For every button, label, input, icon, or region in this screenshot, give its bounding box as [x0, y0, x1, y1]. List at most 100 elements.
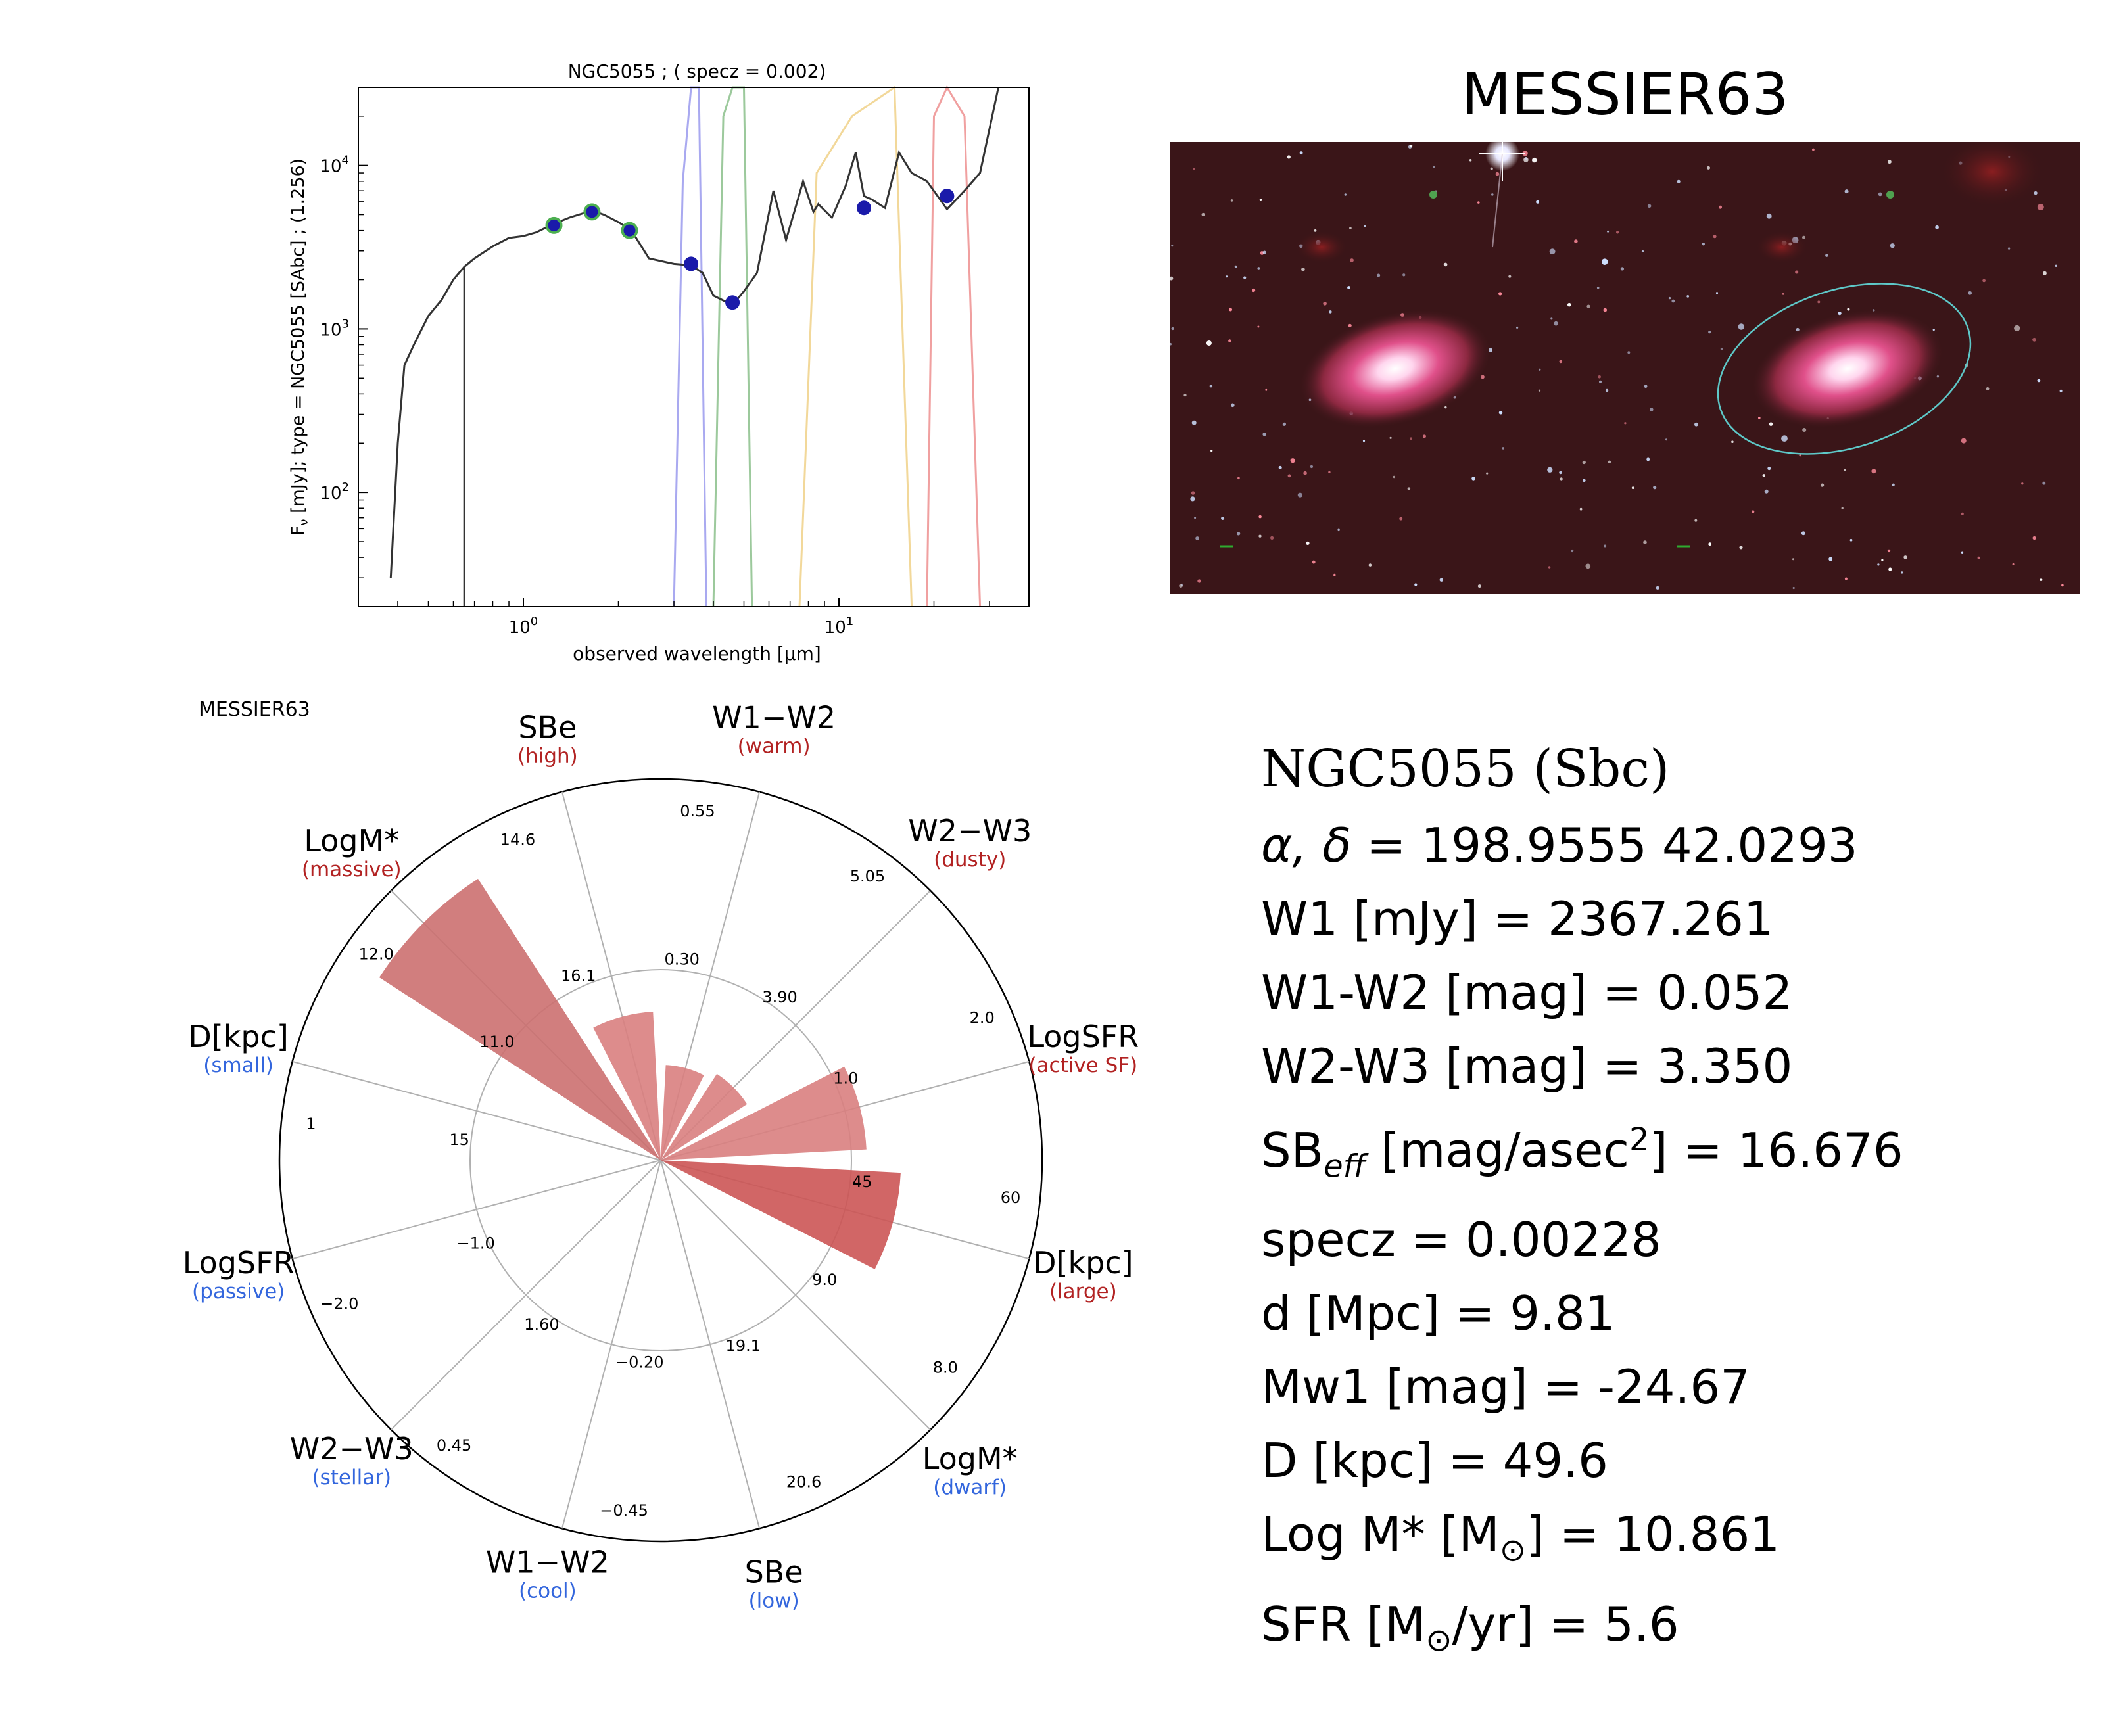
star-point [1410, 145, 1413, 147]
star-point [1795, 270, 1799, 274]
star-point [2012, 563, 2015, 565]
polar-axis-qualifier: (warm) [738, 735, 811, 759]
star-point [1262, 250, 1266, 254]
template-spectrum-line [389, 87, 999, 578]
star-point [1270, 536, 1274, 540]
sed-ylabel-rest: [mJy]; type = NGC5055 [SAbc] ; (1.256) [288, 158, 308, 519]
polar-wedge [379, 878, 661, 1160]
polar-wedge [661, 1073, 748, 1160]
star-point [1344, 193, 1347, 196]
polar-axis-qualifier: (stellar) [312, 1466, 392, 1490]
star-point [1653, 486, 1657, 490]
sfr-value: /yr] = 5.6 [1452, 1596, 1679, 1652]
star-point [1299, 151, 1303, 155]
star-point [2042, 271, 2047, 275]
star-point [1287, 474, 1291, 478]
star-point [1532, 157, 1537, 163]
star-point [1257, 267, 1260, 270]
photometry-point [621, 222, 638, 239]
polar-spoke [660, 1160, 931, 1430]
star-point [1802, 428, 1807, 432]
star-point [2059, 389, 2063, 392]
sb-prefix: SB [1261, 1123, 1324, 1178]
star-point [1887, 549, 1891, 553]
polar-outer-tick: −2.0 [320, 1295, 358, 1313]
star-point [1782, 293, 1784, 295]
star-point [1961, 512, 1964, 515]
photometry-point [940, 189, 955, 204]
star-point [1656, 586, 1659, 590]
star-point [1368, 563, 1372, 567]
star-point [1171, 245, 1174, 247]
star-point [1237, 477, 1240, 480]
sed-xtick-label: 100 [509, 615, 538, 638]
specz-row: specz = 0.00228 [1261, 1212, 1661, 1268]
star-point [2055, 264, 2057, 267]
star-point [1586, 304, 1590, 308]
star-point [1677, 179, 1681, 183]
star-point [1226, 275, 1228, 278]
star-point [1303, 471, 1307, 475]
star-point [1828, 557, 1833, 561]
sb-suffix: ] = 16.676 [1649, 1123, 1903, 1178]
star-point [1362, 440, 1366, 442]
star-point [2061, 584, 2064, 587]
star-point [1792, 586, 1795, 590]
star-point [1881, 559, 1884, 561]
star-point [1364, 225, 1366, 227]
polar-axis-qualifier: (dwarf) [933, 1476, 1007, 1499]
star-point [1631, 486, 1634, 490]
star-point [1490, 167, 1493, 170]
star-point [1310, 465, 1314, 469]
star-point [1201, 212, 1205, 216]
polar-inner-ring [469, 969, 852, 1351]
polar-inner-tick: −0.20 [615, 1353, 664, 1371]
polar-spoke [391, 1160, 661, 1430]
red-artifact [1755, 231, 1808, 264]
star-point [1312, 560, 1316, 564]
star-point [1616, 231, 1619, 234]
polar-outer-tick: 8.0 [933, 1358, 958, 1376]
star-point [1349, 227, 1352, 229]
star-point [1901, 571, 1903, 574]
coords-value: = 198.9555 42.0293 [1351, 818, 1858, 873]
star-point [1183, 394, 1187, 397]
star-point [1801, 531, 1805, 536]
polar-outer-tick: 20.6 [786, 1473, 821, 1491]
star-point [1477, 584, 1481, 588]
star-point [1548, 566, 1551, 569]
star-point [1720, 348, 1723, 350]
star-point [1762, 474, 1765, 477]
star-point [1758, 417, 1761, 419]
star-point [1230, 199, 1233, 202]
star-point [1190, 496, 1195, 502]
star-point [1849, 538, 1853, 542]
polar-inner-tick: 16.1 [561, 967, 596, 985]
photometry-point [545, 216, 563, 234]
star-point [1604, 544, 1607, 548]
sed-title: NGC5055 ; ( specz = 0.002) [568, 60, 826, 82]
star-point [1598, 375, 1601, 379]
polar-axis-label: W1−W2 [712, 700, 836, 736]
polar-axis-label: LogSFR [1027, 1019, 1139, 1054]
star-point [1439, 578, 1443, 582]
sed-ytick-label: 104 [320, 154, 349, 177]
star-point [1350, 258, 1354, 262]
star-point [1596, 286, 1600, 289]
green-source [1429, 191, 1437, 199]
star-point [1333, 573, 1336, 576]
star-point [1170, 342, 1172, 346]
star-point [1547, 467, 1553, 473]
sb-sub: eff [1324, 1148, 1366, 1185]
star-point [1262, 433, 1266, 436]
star-point [1624, 422, 1627, 425]
star-point [1719, 205, 1722, 209]
star-point [1209, 385, 1213, 388]
polar-chart: 0.30 3.90 1.0 45 9.0 19.1 −0.20 1.60 −1.0 15 11.0 1… [183, 700, 1139, 1613]
sb-row: SBeff [mag/asec2] = 16.676 [1261, 1103, 1903, 1203]
polar-axis-qualifier: (large) [1049, 1280, 1117, 1303]
star-point [1231, 403, 1235, 408]
star-point [1191, 491, 1195, 495]
sb-mid: [mag/asec [1366, 1123, 1629, 1178]
star-point [1903, 555, 1907, 559]
